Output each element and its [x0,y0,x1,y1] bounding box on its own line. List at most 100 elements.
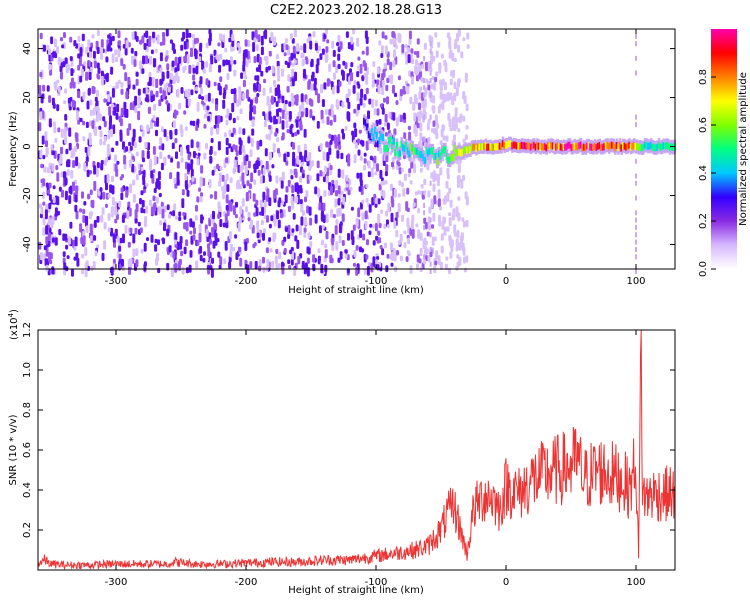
heatmap-cell [294,235,298,242]
heatmap-cell [342,196,346,205]
heatmap-cell [632,141,636,149]
heatmap-cell [390,212,394,223]
heatmap-cell [325,141,329,148]
heatmap-cell [43,44,46,52]
heatmap-cell [598,142,602,150]
heatmap-cell [80,236,84,245]
heatmap-cell [573,142,577,150]
heatmap-cell [226,108,230,117]
heatmap-cell [289,249,293,255]
heatmap-cell [203,124,207,129]
heatmap-cell [297,145,301,154]
heatmap-cell [367,110,370,120]
heatmap-cell [389,38,393,45]
heatmap-cell [300,216,304,226]
heatmap-cell [151,94,155,102]
heatmap-cell [438,62,442,68]
snr-multiplier-exp: 4 [7,312,15,317]
heatmap-cell [447,156,450,164]
heatmap-cell [395,100,399,105]
heatmap-cell [115,214,119,220]
heatmap-cell [455,265,459,271]
heatmap-cell [392,31,395,38]
heatmap-cell [347,42,351,50]
heatmap-cell [570,144,573,152]
heatmap-cell [406,207,410,213]
spectrogram-x-label: Height of straight line (km) [288,285,424,296]
heatmap-cell [113,154,117,162]
heatmap-cell [418,258,422,264]
heatmap-cell [219,115,223,123]
heatmap-cell [81,191,84,199]
heatmap-cell [429,269,432,274]
heatmap-cell [341,213,345,222]
heatmap-cell [40,163,44,169]
heatmap-cell [437,255,441,263]
heatmap-cell [40,95,44,104]
heatmap-cell [626,143,630,151]
heatmap-cell [174,239,177,245]
heatmap-cell [123,154,127,165]
heatmap-cell [276,210,280,220]
heatmap-cell [321,239,324,246]
heatmap-cell [643,141,647,149]
heatmap-cell [336,42,340,47]
heatmap-cell [262,266,266,273]
heatmap-cell [80,68,84,78]
heatmap-cell [450,154,453,162]
heatmap-cell [310,83,314,92]
heatmap-cell [441,78,445,86]
heatmap-cell [110,266,114,276]
heatmap-cell [152,195,156,202]
heatmap-cell [180,37,184,42]
heatmap-cell [448,187,452,194]
heatmap-cell [365,184,369,189]
heatmap-cell [129,227,133,233]
heatmap-cell [210,268,214,278]
heatmap-cell [451,116,455,125]
heatmap-cell [380,132,383,140]
heatmap-cell [221,174,225,182]
heatmap-cell [374,197,378,205]
heatmap-cell [63,126,67,137]
heatmap-cell [378,40,382,46]
heatmap-cell [579,141,583,149]
heatmap-cell [366,239,369,246]
heatmap-cell [133,141,137,149]
heatmap-cell [120,82,124,88]
heatmap-cell [381,80,385,87]
heatmap-cell [63,262,67,270]
heatmap-cell [252,97,256,104]
svg-text:(x104): (x104) [7,309,20,340]
heatmap-cell [416,38,420,45]
heatmap-cell [206,264,210,270]
heatmap-cell [589,143,592,151]
heatmap-cell [364,211,368,220]
heatmap-cell [263,228,267,234]
heatmap-cell [398,180,402,186]
heatmap-cell [495,143,499,151]
heatmap-cell [357,207,361,218]
heatmap-cell [442,216,446,222]
heatmap-cell [406,47,410,54]
heatmap-cell [388,137,391,145]
heatmap-cell [115,112,119,120]
heatmap-cell [419,232,423,241]
heatmap-cell [423,92,426,98]
heatmap-cell [81,253,85,259]
heatmap-cell [635,269,637,274]
heatmap-cell [433,236,437,242]
heatmap-cell [353,108,357,114]
heatmap-cell [332,214,336,219]
heatmap-cell [106,148,110,157]
heatmap-cell [308,206,312,216]
heatmap-cell [155,90,159,98]
heatmap-cell [321,224,325,229]
heatmap-cell [294,131,298,137]
heatmap-cell [53,126,57,134]
heatmap-cell [242,79,246,88]
heatmap-cell [432,173,436,183]
heatmap-cell [449,49,453,55]
heatmap-cell [195,65,199,75]
heatmap-cell [392,84,395,94]
